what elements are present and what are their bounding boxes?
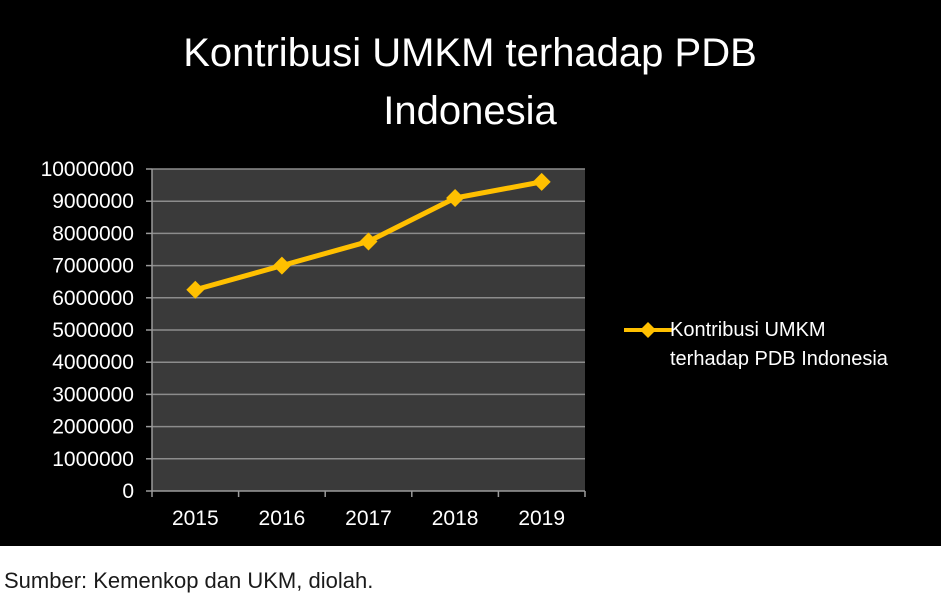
y-tick-label: 6000000: [52, 287, 134, 310]
data-point-marker: [272, 256, 291, 275]
legend-marker-icon: [624, 322, 672, 338]
chart-panel: Kontribusi UMKM terhadap PDB Indonesia 1…: [0, 0, 941, 546]
axes: [151, 169, 586, 497]
x-tick-label: 2015: [172, 507, 219, 530]
data-point-marker: [186, 280, 205, 299]
source-note: Sumber: Kemenkop dan UKM, diolah.: [4, 568, 374, 593]
y-tick-label: 2000000: [52, 416, 134, 439]
y-tick-label: 4000000: [52, 351, 134, 374]
chart-title-line-1: Kontribusi UMKM terhadap PDB: [183, 31, 757, 75]
legend-entry-label: Kontribusi UMKM terhadap PDB Indonesia: [670, 316, 940, 374]
data-point-marker: [532, 172, 551, 191]
x-tick-label: 2018: [432, 507, 479, 530]
y-tick-label: 1000000: [52, 448, 134, 471]
chart-title-line-2: Indonesia: [383, 89, 557, 133]
y-tick-label: 5000000: [52, 319, 134, 342]
y-tick-label: 8000000: [52, 222, 134, 245]
data-point-marker: [359, 232, 378, 251]
x-tick-label: 2017: [345, 507, 392, 530]
y-tick-label: 9000000: [52, 190, 134, 213]
legend-label-line-2: terhadap PDB Indonesia: [670, 348, 888, 370]
x-tick-label: 2016: [259, 507, 306, 530]
y-axis-tick-labels: 1000000090000008000000700000060000005000…: [41, 158, 134, 503]
line-chart: 1000000090000008000000700000060000005000…: [41, 158, 586, 530]
series-group: [186, 172, 551, 299]
chart-title: Kontribusi UMKM terhadap PDB Indonesia: [60, 24, 880, 140]
y-tick-label: 7000000: [52, 255, 134, 278]
data-point-marker: [446, 188, 465, 207]
legend-label-line-1: Kontribusi UMKM: [670, 319, 826, 341]
y-tick-label: 10000000: [41, 158, 134, 181]
x-tick-label: 2019: [518, 507, 565, 530]
y-tick-label: 0: [122, 480, 134, 503]
y-tick-label: 3000000: [52, 383, 134, 406]
x-axis-tick-labels: 2015 2016 2017 2018 2019: [172, 507, 565, 530]
